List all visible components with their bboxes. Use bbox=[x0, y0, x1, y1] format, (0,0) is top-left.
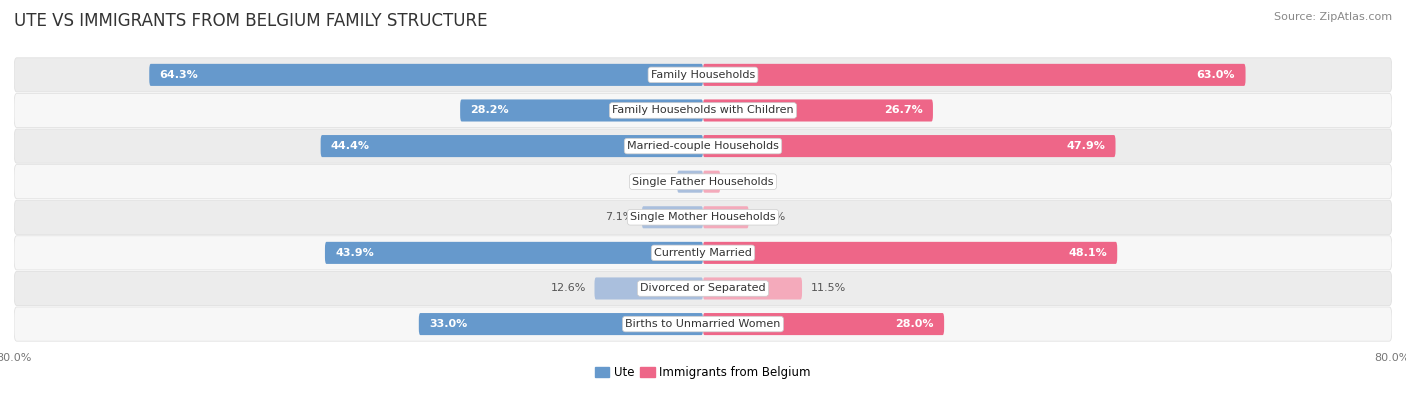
FancyBboxPatch shape bbox=[643, 206, 703, 228]
FancyBboxPatch shape bbox=[14, 200, 1392, 234]
Text: 63.0%: 63.0% bbox=[1197, 70, 1236, 80]
Text: Currently Married: Currently Married bbox=[654, 248, 752, 258]
Text: Family Households with Children: Family Households with Children bbox=[612, 105, 794, 115]
FancyBboxPatch shape bbox=[14, 165, 1392, 199]
FancyBboxPatch shape bbox=[703, 206, 748, 228]
FancyBboxPatch shape bbox=[14, 307, 1392, 341]
FancyBboxPatch shape bbox=[14, 236, 1392, 270]
Text: Single Father Households: Single Father Households bbox=[633, 177, 773, 187]
FancyBboxPatch shape bbox=[149, 64, 703, 86]
FancyBboxPatch shape bbox=[14, 58, 1392, 92]
Text: 11.5%: 11.5% bbox=[811, 284, 846, 293]
FancyBboxPatch shape bbox=[14, 129, 1392, 163]
Text: 7.1%: 7.1% bbox=[605, 212, 633, 222]
Text: 48.1%: 48.1% bbox=[1069, 248, 1107, 258]
Text: 33.0%: 33.0% bbox=[429, 319, 467, 329]
FancyBboxPatch shape bbox=[703, 64, 1246, 86]
FancyBboxPatch shape bbox=[703, 171, 720, 193]
Text: UTE VS IMMIGRANTS FROM BELGIUM FAMILY STRUCTURE: UTE VS IMMIGRANTS FROM BELGIUM FAMILY ST… bbox=[14, 12, 488, 30]
FancyBboxPatch shape bbox=[703, 100, 934, 122]
Legend: Ute, Immigrants from Belgium: Ute, Immigrants from Belgium bbox=[591, 361, 815, 384]
Text: 26.7%: 26.7% bbox=[884, 105, 922, 115]
FancyBboxPatch shape bbox=[14, 93, 1392, 128]
Text: 12.6%: 12.6% bbox=[551, 284, 586, 293]
FancyBboxPatch shape bbox=[14, 271, 1392, 306]
Text: 2.0%: 2.0% bbox=[728, 177, 758, 187]
FancyBboxPatch shape bbox=[595, 277, 703, 299]
Text: Married-couple Households: Married-couple Households bbox=[627, 141, 779, 151]
Text: Single Mother Households: Single Mother Households bbox=[630, 212, 776, 222]
Text: 5.3%: 5.3% bbox=[758, 212, 786, 222]
FancyBboxPatch shape bbox=[321, 135, 703, 157]
Text: 28.0%: 28.0% bbox=[896, 319, 934, 329]
FancyBboxPatch shape bbox=[703, 313, 945, 335]
FancyBboxPatch shape bbox=[419, 313, 703, 335]
Text: 28.2%: 28.2% bbox=[471, 105, 509, 115]
FancyBboxPatch shape bbox=[678, 171, 703, 193]
Text: Family Households: Family Households bbox=[651, 70, 755, 80]
FancyBboxPatch shape bbox=[325, 242, 703, 264]
FancyBboxPatch shape bbox=[703, 242, 1118, 264]
Text: Births to Unmarried Women: Births to Unmarried Women bbox=[626, 319, 780, 329]
FancyBboxPatch shape bbox=[460, 100, 703, 122]
FancyBboxPatch shape bbox=[703, 135, 1115, 157]
Text: 43.9%: 43.9% bbox=[335, 248, 374, 258]
Text: 3.0%: 3.0% bbox=[640, 177, 669, 187]
FancyBboxPatch shape bbox=[703, 277, 801, 299]
Text: 44.4%: 44.4% bbox=[330, 141, 370, 151]
Text: 64.3%: 64.3% bbox=[160, 70, 198, 80]
Text: Divorced or Separated: Divorced or Separated bbox=[640, 284, 766, 293]
Text: Source: ZipAtlas.com: Source: ZipAtlas.com bbox=[1274, 12, 1392, 22]
Text: 47.9%: 47.9% bbox=[1066, 141, 1105, 151]
